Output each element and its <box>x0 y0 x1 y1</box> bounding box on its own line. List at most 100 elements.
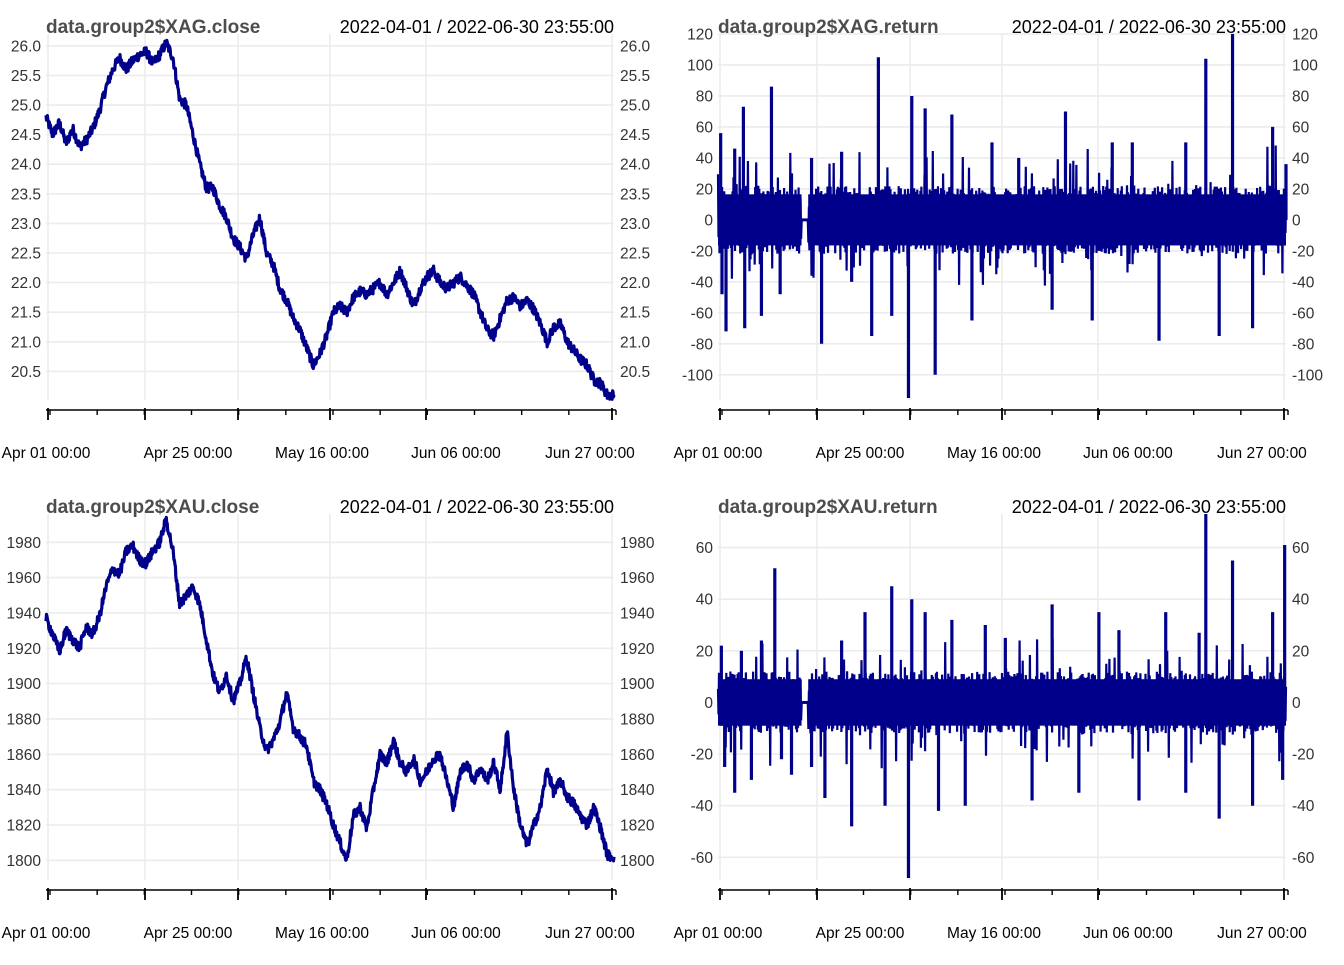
y-tick-label-right: -100 <box>1292 367 1323 384</box>
y-tick-label-right: 1900 <box>620 676 655 693</box>
y-tick-label-right: 1940 <box>620 605 655 622</box>
y-tick-label-right: 1820 <box>620 817 655 834</box>
y-tick-label-right: -20 <box>1292 243 1315 260</box>
y-tick-label-left: 120 <box>687 27 713 44</box>
x-tick-label: Apr 01 00:00 <box>2 445 91 462</box>
y-tick-label-right: 21.0 <box>620 334 651 351</box>
x-tick-label: Apr 01 00:00 <box>674 925 763 942</box>
y-tick-label-left: 1880 <box>7 711 42 728</box>
x-tick-label: Apr 25 00:00 <box>816 925 905 942</box>
x-tick-label: Apr 25 00:00 <box>144 925 233 942</box>
return-band-body <box>718 194 802 246</box>
panel-date-range: 2022-04-01 / 2022-06-30 23:55:00 <box>340 17 614 37</box>
y-tick-label-left: 24.0 <box>11 157 42 174</box>
y-tick-label-right: 21.5 <box>620 305 650 322</box>
panel-date-range: 2022-04-01 / 2022-06-30 23:55:00 <box>340 497 614 517</box>
price-line <box>44 38 616 401</box>
y-tick-label-left: 40 <box>696 592 714 609</box>
y-tick-label-right: 20.5 <box>620 364 650 381</box>
y-tick-label-right: 26.0 <box>620 38 651 55</box>
x-tick-label: Jun 06 00:00 <box>411 445 501 462</box>
y-tick-label-left: 20 <box>696 643 714 660</box>
panel-title: data.group2$XAU.close <box>46 497 259 518</box>
y-tick-label-left: 1800 <box>7 853 42 870</box>
y-tick-label-left: -40 <box>691 798 714 815</box>
y-tick-label-left: 24.5 <box>11 127 41 144</box>
y-tick-label-left: 1860 <box>7 747 42 764</box>
y-tick-label-right: 1920 <box>620 641 655 658</box>
x-tick-label: Apr 01 00:00 <box>2 925 91 942</box>
y-tick-label-left: 100 <box>687 57 713 74</box>
y-tick-label-left: 21.5 <box>11 305 41 322</box>
y-tick-label-right: 1980 <box>620 535 655 552</box>
y-tick-label-left: 25.0 <box>11 98 42 115</box>
y-tick-label-right: -20 <box>1292 747 1315 764</box>
panel-date-range: 2022-04-01 / 2022-06-30 23:55:00 <box>1012 497 1286 517</box>
y-tick-label-right: 120 <box>1292 27 1318 44</box>
x-tick-label: Jun 06 00:00 <box>411 925 501 942</box>
y-tick-label-left: 60 <box>696 119 714 136</box>
y-tick-label-right: -60 <box>1292 305 1315 322</box>
y-tick-label-right: 1880 <box>620 711 655 728</box>
y-tick-label-right: 80 <box>1292 88 1310 105</box>
panel-3: 1800 1800 1820 1820 1840 1840 1860 1860 1880 1880… <box>2 497 655 942</box>
y-tick-label-left: 60 <box>696 540 714 557</box>
y-tick-label-left: 1920 <box>7 641 42 658</box>
y-tick-label-right: -40 <box>1292 274 1315 291</box>
y-tick-label-right: 1800 <box>620 853 655 870</box>
y-tick-label-right: 60 <box>1292 119 1310 136</box>
y-tick-label-left: 20.5 <box>11 364 41 381</box>
y-tick-label-left: 80 <box>696 88 714 105</box>
y-tick-label-right: 25.0 <box>620 98 651 115</box>
x-tick-label: May 16 00:00 <box>947 445 1041 462</box>
y-tick-label-left: -20 <box>691 747 714 764</box>
y-tick-label-left: 23.5 <box>11 186 41 203</box>
y-tick-label-left: 1940 <box>7 605 42 622</box>
y-tick-label-left: 26.0 <box>11 38 42 55</box>
return-band-body <box>808 679 1286 726</box>
x-tick-label: Jun 27 00:00 <box>545 925 635 942</box>
x-tick-label: Jun 06 00:00 <box>1083 925 1173 942</box>
y-tick-label-right: 1840 <box>620 782 655 799</box>
return-band-body <box>718 679 802 726</box>
x-tick-label: Apr 01 00:00 <box>674 445 763 462</box>
y-tick-label-right: 60 <box>1292 540 1310 557</box>
y-tick-label-right: 1960 <box>620 570 655 587</box>
y-tick-label-right: 22.5 <box>620 245 650 262</box>
y-tick-label-right: -40 <box>1292 798 1315 815</box>
x-tick-label: Jun 06 00:00 <box>1083 445 1173 462</box>
y-tick-label-left: 20 <box>696 181 714 198</box>
y-tick-label-left: 25.5 <box>11 68 41 85</box>
x-tick-label: Jun 27 00:00 <box>1217 445 1307 462</box>
panel-title: data.group2$XAG.close <box>46 17 260 38</box>
y-tick-label-right: -80 <box>1292 336 1315 353</box>
y-tick-label-right: 24.0 <box>620 157 651 174</box>
y-tick-label-right: 40 <box>1292 150 1310 167</box>
x-tick-label: Apr 25 00:00 <box>816 445 905 462</box>
y-tick-label-left: -20 <box>691 243 714 260</box>
y-tick-label-left: 1980 <box>7 535 42 552</box>
panel-1: 20.5 20.5 21.0 21.0 21.5 21.5 22.0 22.0 22.5 22.5… <box>2 17 651 462</box>
y-tick-label-left: 22.5 <box>11 245 41 262</box>
y-tick-label-right: 0 <box>1292 695 1301 712</box>
price-line <box>44 515 616 863</box>
x-tick-label: May 16 00:00 <box>275 445 369 462</box>
y-tick-label-right: 24.5 <box>620 127 650 144</box>
y-tick-label-right: 20 <box>1292 643 1310 660</box>
y-tick-label-left: 0 <box>704 695 713 712</box>
y-tick-label-right: 100 <box>1292 57 1318 74</box>
y-tick-label-left: -100 <box>682 367 713 384</box>
y-tick-label-left: 1900 <box>7 676 42 693</box>
panel-4: -60 -60 -40 -40 -20 -20 0 0 20 20 40 40 60 60 Apr 01 0… <box>674 497 1315 942</box>
y-tick-label-left: -80 <box>691 336 714 353</box>
y-tick-label-left: 1840 <box>7 782 42 799</box>
x-tick-label: May 16 00:00 <box>947 925 1041 942</box>
x-tick-label: May 16 00:00 <box>275 925 369 942</box>
x-tick-label: Apr 25 00:00 <box>144 445 233 462</box>
panel-date-range: 2022-04-01 / 2022-06-30 23:55:00 <box>1012 17 1286 37</box>
y-tick-label-right: 25.5 <box>620 68 650 85</box>
y-tick-label-right: 22.0 <box>620 275 651 292</box>
y-tick-label-left: 21.0 <box>11 334 42 351</box>
